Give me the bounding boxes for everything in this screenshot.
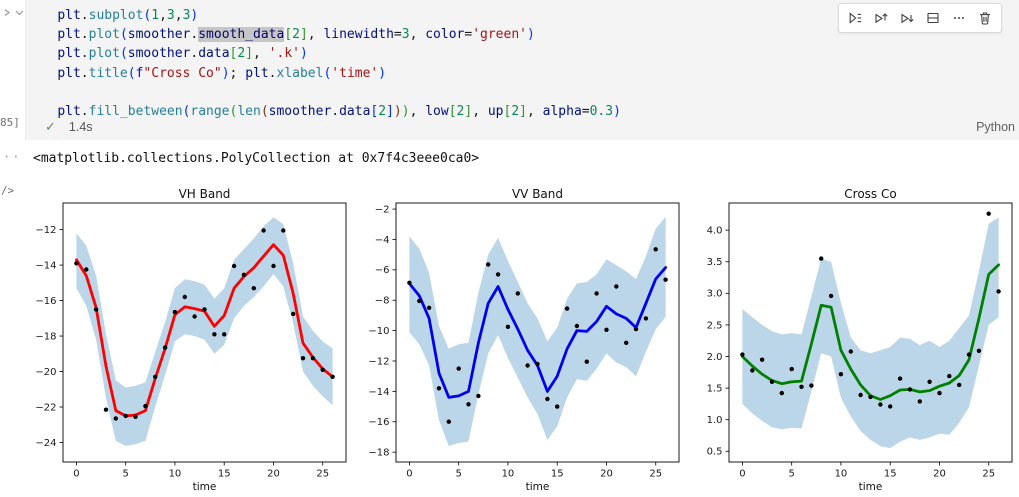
code-line: plt.plot(smoother.data[2], '.k') [57,46,308,62]
code-line [26,83,621,102]
execution-duration: 1.4s [68,120,93,134]
chart-title: VV Band [512,187,563,201]
chart-cross-co: 4.0 3.5 3.0 2.5 2.0 1.5 1.0 0.5 0 5 10 15 20 25 Cross … [707,187,1013,493]
data-points [407,247,668,424]
code-line: plt.fill_between(range(len(smoother.data… [57,103,621,119]
x-tick-label: 5 [788,469,794,480]
x-tick-label: 0 [406,469,412,480]
delete-cell-icon [980,12,990,25]
output-options-icon[interactable]: ·· [3,150,22,164]
y-tick-label: −6 [375,265,390,276]
y-tick-label: 1.0 [707,415,723,426]
y-tick-label: 4.0 [707,226,723,237]
axes-box [62,202,347,463]
chevron-down-icon[interactable] [14,7,25,18]
data-points [740,211,1001,409]
language-picker[interactable]: Python [976,120,1015,134]
y-tick-label: 2.0 [707,352,723,363]
run-by-line-button[interactable] [842,6,868,30]
x-tick-label: 15 [884,469,897,480]
y-tick-label: −8 [375,296,390,307]
y-tick-label: −22 [35,402,56,413]
x-tick-label: 0 [73,469,79,480]
success-check-icon: ✓ [45,119,56,134]
more-actions-button[interactable] [946,6,972,30]
y-tick-label: −12 [35,225,56,236]
chevron-right-icon[interactable] [2,7,12,18]
cell-toolbar [838,3,1002,33]
chart-vh-band: −12 −14 −16 −18 −20 −22 −24 0 5 10 15 20 25 VH Band ti… [35,187,347,493]
y-tick-label: 3.5 [707,257,723,268]
execute-below-icon [901,13,914,24]
x-tick-label: 25 [982,469,995,480]
x-tick-label: 10 [502,469,515,480]
chart-title: Cross Co [844,187,896,201]
y-tick-label: −2 [375,204,390,215]
confidence-band [742,217,999,449]
x-tick-label: 25 [316,469,329,480]
y-tick-label: −24 [35,438,56,449]
axes-box [395,202,680,463]
cell-gutter: 85] [0,0,25,140]
y-tick-label: −12 [368,356,389,367]
y-tick-label: −20 [35,367,56,378]
x-tick-label: 15 [218,469,231,480]
y-tick-label: −14 [368,387,389,398]
y-tick-label: −18 [368,448,389,459]
code-line: plt.title(f"Cross Co"); plt.xlabel('time… [57,65,387,81]
x-tick-label: 15 [551,469,564,480]
y-tick-label: 2.5 [707,320,723,331]
axes-box [728,202,1013,463]
y-tick-label: −4 [375,235,390,246]
chart-vv-band: −2 −4 −6 −8 −10 −12 −14 −16 −18 0 5 10 15 20 25 VV Band… [368,187,680,493]
confidence-band [409,216,666,446]
x-tick-label: 5 [455,469,461,480]
x-tick-label: 10 [835,469,848,480]
code-editor[interactable]: plt.subplot(1,3,3) plt.plot(smoother.smo… [26,6,621,121]
x-tick-label: 10 [169,469,182,480]
run-by-line-icon [849,12,862,24]
x-tick-label: 0 [739,469,745,480]
x-axis-label: time [859,481,883,493]
execution-count: 85] [0,116,20,129]
x-tick-label: 5 [122,469,128,480]
execute-above-button[interactable] [868,6,894,30]
y-tick-label: 1.5 [707,383,723,394]
y-tick-label: −14 [35,260,56,271]
chart-title: VH Band [179,187,231,201]
data-points [74,228,335,421]
execute-above-icon [875,13,888,24]
code-line: plt.subplot(1,3,3) [57,8,199,23]
x-tick-label: 20 [267,469,280,480]
cell-status-bar: ✓ 1.4s Python [25,114,1019,140]
output-repr-text: <matplotlib.collections.PolyCollection a… [33,151,480,166]
x-axis-label: time [526,481,550,493]
y-tick-label: −10 [368,326,389,337]
x-tick-label: 20 [600,469,613,480]
y-tick-label: −16 [35,296,56,307]
more-actions-icon [954,17,964,19]
x-tick-label: 20 [933,469,946,480]
y-tick-label: −18 [35,331,56,342]
confidence-band [76,217,333,446]
y-tick-label: 0.5 [707,447,723,458]
y-tick-label: 3.0 [707,289,723,300]
y-tick-label: −16 [368,417,389,428]
split-cell-button[interactable] [920,6,946,30]
x-tick-label: 25 [649,469,662,480]
delete-cell-button[interactable] [972,6,998,30]
output-mime-icon[interactable]: /> [1,184,15,197]
split-cell-icon [927,12,939,24]
x-axis-label: time [193,481,217,493]
matplotlib-figure: −12 −14 −16 −18 −20 −22 −24 0 5 10 15 20 25 VH Band ti… [20,185,1019,497]
execute-below-button[interactable] [894,6,920,30]
code-line: plt.plot(smoother.smooth_data[2], linewi… [57,27,535,43]
